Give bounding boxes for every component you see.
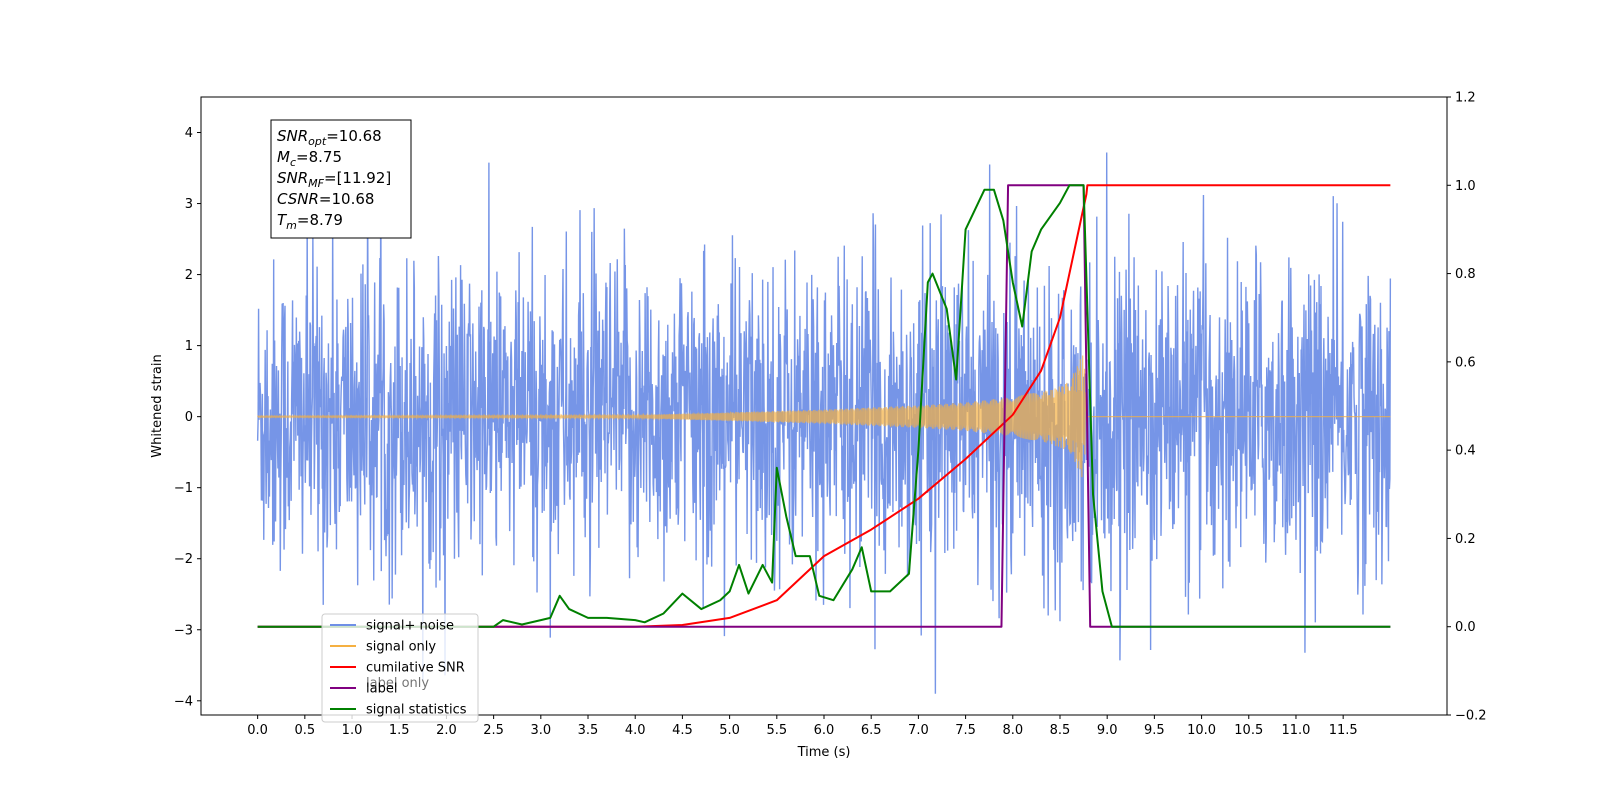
info-symbol: SNR <box>277 127 308 145</box>
x-tick-label: 3.0 <box>530 723 551 738</box>
x-tick-label: 11.0 <box>1281 723 1310 738</box>
legend: label only signal+ noise signal only cumila… <box>321 613 479 723</box>
info-subscript: MF <box>308 177 324 190</box>
x-tick-label: 8.0 <box>1002 723 1023 738</box>
series-layer <box>256 125 1392 694</box>
info-value: =8.75 <box>296 148 342 166</box>
y2-tick-label: 1.2 <box>1455 91 1476 106</box>
info-box-line: SNRopt=10.68 <box>277 127 382 148</box>
y-tick-label: 0 <box>185 410 193 425</box>
y-tick-label: 3 <box>185 197 193 212</box>
y-tick-label: −4 <box>174 694 193 709</box>
x-tick-label: 2.0 <box>436 723 457 738</box>
legend-label-signal-statistics: signal statistics <box>366 703 467 718</box>
x-tick-label: 11.5 <box>1329 723 1358 738</box>
y-axis-label: Whitened strain <box>150 354 165 457</box>
legend-ghost-label: label only <box>366 676 429 691</box>
y-tick-label: 4 <box>185 126 193 141</box>
y2-tick-label: 1.0 <box>1455 179 1476 194</box>
y2-tick-label: 0.4 <box>1455 444 1476 459</box>
series-signal-statistics-line <box>257 184 1391 628</box>
x-tick-label: 10.5 <box>1234 723 1263 738</box>
x-tick-label: 7.5 <box>955 723 976 738</box>
legend-frame <box>321 613 479 723</box>
y2-tick-label: 0.2 <box>1455 532 1476 547</box>
x-tick-label: 5.0 <box>719 723 740 738</box>
legend-label-cumilative-snr: cumilative SNR <box>366 661 465 676</box>
legend-label-label: label <box>366 682 397 697</box>
y2-tick-label: −0.2 <box>1455 709 1487 724</box>
info-box-frame <box>270 119 412 239</box>
y2-tick-label: 0.0 <box>1455 620 1476 635</box>
info-subscript: opt <box>308 135 327 148</box>
info-box: SNRopt=10.68Mc=8.75SNRMF=[11.92]CSNR=10.… <box>270 119 412 239</box>
series-signal-noise-line <box>256 125 1392 694</box>
x-tick-label: 5.5 <box>766 723 787 738</box>
y2-tick-label: 0.8 <box>1455 267 1476 282</box>
y-tick-label: 1 <box>185 339 193 354</box>
x-tick-label: 4.0 <box>625 723 646 738</box>
info-symbol: CSNR <box>277 190 319 208</box>
info-box-line: CSNR=10.68 <box>277 190 374 208</box>
y-tick-label: −1 <box>174 481 193 496</box>
x-tick-label: 9.0 <box>1097 723 1118 738</box>
info-value: =[11.92] <box>324 169 391 187</box>
info-subscript: m <box>286 219 297 232</box>
info-symbol: SNR <box>277 169 308 187</box>
info-symbol: T <box>277 211 288 229</box>
info-box-line: SNRMF=[11.92] <box>277 169 391 190</box>
x-tick-label: 1.5 <box>389 723 410 738</box>
info-box-line: Mc=8.75 <box>277 148 342 169</box>
info-symbol: M <box>277 148 290 166</box>
x-tick-label: 2.5 <box>483 723 504 738</box>
info-box-line: Tm=8.79 <box>277 211 343 232</box>
y-tick-label: −3 <box>174 623 193 638</box>
legend-label-signal-only: signal only <box>366 640 436 655</box>
info-value: =10.68 <box>326 127 382 145</box>
x-tick-label: 1.0 <box>342 723 363 738</box>
x-tick-label: 9.5 <box>1144 723 1165 738</box>
x-tick-label: 10.0 <box>1187 723 1216 738</box>
y-tick-label: 2 <box>185 268 193 283</box>
series-signal-only-line <box>257 355 1391 478</box>
x-axis: 0.0 0.5 1.0 1.5 2.0 2.5 3.0 3.5 4.0 4.5 5.0 5.5 6.0 6… <box>247 715 1358 738</box>
y-tick-label: −2 <box>174 552 193 567</box>
legend-label-signal-noise: signal+ noise <box>366 619 454 634</box>
info-subscript: c <box>290 156 296 169</box>
x-tick-label: 8.5 <box>1050 723 1071 738</box>
y-axis-left: −4 −3 −2 −1 0 1 2 3 4 <box>174 126 201 709</box>
y-axis-right: −0.2 0.0 0.2 0.4 0.6 0.8 1.0 1.2 <box>1447 91 1487 724</box>
x-axis-label: Time (s) <box>797 745 851 760</box>
x-tick-label: 0.0 <box>247 723 268 738</box>
y2-tick-label: 0.6 <box>1455 355 1476 370</box>
info-value: =8.79 <box>297 211 343 229</box>
info-value: =10.68 <box>319 190 375 208</box>
x-tick-label: 3.5 <box>578 723 599 738</box>
x-tick-label: 0.5 <box>294 723 315 738</box>
x-tick-label: 4.5 <box>672 723 693 738</box>
x-tick-label: 6.0 <box>814 723 835 738</box>
x-tick-label: 7.0 <box>908 723 929 738</box>
x-tick-label: 6.5 <box>861 723 882 738</box>
